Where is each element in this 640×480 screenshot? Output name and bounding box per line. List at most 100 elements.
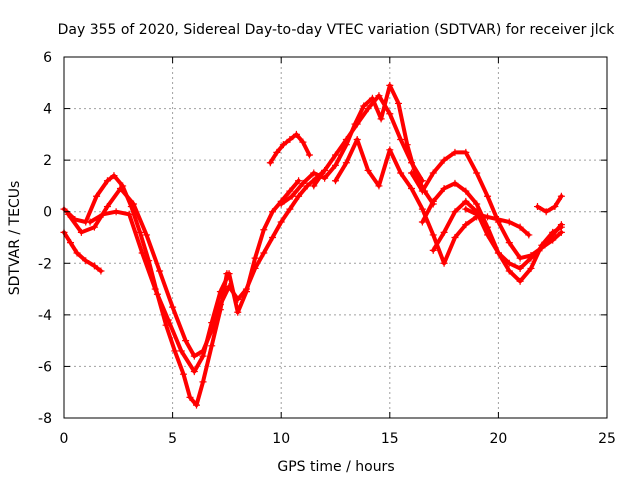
- data-point: [112, 208, 120, 216]
- data-point: [286, 205, 294, 213]
- data-point: [208, 319, 216, 327]
- satellite-track-4: [86, 177, 303, 376]
- y-tick-labels: -8 -6 -4 -2 0 2 4 6: [38, 50, 52, 427]
- data-point: [440, 185, 448, 193]
- x-tick-labels: 0 5 10 15 20 25: [60, 431, 616, 447]
- data-point: [408, 159, 416, 167]
- data-point: [182, 337, 190, 345]
- data-point: [557, 228, 565, 236]
- data-point: [169, 303, 177, 311]
- data-point: [273, 148, 281, 156]
- data-point: [251, 254, 259, 262]
- data-point: [286, 136, 294, 144]
- data-point: [260, 226, 268, 234]
- y-tick-label: -6: [38, 359, 52, 375]
- data-point: [97, 267, 105, 275]
- data-point: [103, 203, 111, 211]
- data-point: [542, 208, 550, 216]
- data-point: [505, 267, 513, 275]
- data-point: [292, 130, 300, 138]
- data-point: [375, 182, 383, 190]
- data-point: [473, 169, 481, 177]
- y-tick-label: 0: [43, 205, 52, 221]
- data-point: [299, 179, 307, 187]
- data-point: [332, 151, 339, 159]
- data-point: [377, 115, 385, 123]
- data-point: [136, 228, 144, 236]
- data-point: [386, 110, 394, 118]
- data-point: [143, 231, 151, 239]
- data-point: [295, 192, 303, 200]
- x-tick-label: 20: [489, 431, 507, 447]
- data-point: [451, 208, 459, 216]
- data-point: [484, 231, 492, 239]
- x-tick-label: 5: [168, 431, 177, 447]
- y-tick-label: -2: [38, 256, 52, 272]
- series-line: [62, 230, 103, 273]
- data-point: [462, 187, 470, 195]
- series-line: [535, 194, 564, 214]
- data-point: [451, 179, 459, 187]
- data-point: [310, 169, 318, 177]
- data-point: [394, 99, 402, 107]
- data-point: [516, 264, 524, 272]
- y-tick-label: 2: [43, 153, 52, 169]
- data-point: [260, 249, 268, 257]
- data-point: [360, 102, 368, 110]
- series-line: [66, 168, 327, 359]
- data-point: [533, 203, 541, 211]
- data-point: [462, 148, 470, 156]
- data-point: [462, 197, 470, 205]
- data-point: [484, 192, 492, 200]
- data-point: [266, 159, 274, 167]
- data-point: [321, 174, 329, 182]
- data-point: [208, 342, 216, 350]
- data-point: [418, 218, 426, 226]
- x-tick-label: 0: [60, 431, 69, 447]
- data-point: [429, 197, 437, 205]
- data-point: [549, 236, 557, 244]
- series-line: [62, 173, 229, 408]
- data-point: [342, 136, 350, 144]
- data-point: [277, 200, 285, 208]
- data-point: [418, 187, 426, 195]
- data-point: [429, 169, 437, 177]
- data-point: [332, 161, 339, 169]
- data-point: [473, 210, 481, 218]
- data-point: [408, 169, 416, 177]
- data-point: [538, 244, 546, 252]
- data-point: [199, 378, 207, 386]
- chart-title: Day 355 of 2020, Sidereal Day-to-day VTE…: [58, 22, 616, 38]
- x-tick-label: 10: [272, 431, 290, 447]
- data-point: [484, 213, 492, 221]
- data-point: [190, 352, 198, 360]
- data-point: [408, 185, 416, 193]
- data-point: [332, 177, 339, 185]
- data-point: [103, 177, 111, 185]
- data-point: [364, 166, 372, 174]
- data-point: [440, 259, 448, 267]
- data-point: [299, 138, 307, 146]
- data-point: [192, 401, 200, 409]
- data-point: [516, 223, 524, 231]
- data-point: [99, 210, 107, 218]
- data-point: [130, 200, 138, 208]
- data-point: [156, 267, 164, 275]
- data-point: [516, 277, 524, 285]
- data-point: [234, 308, 242, 316]
- data-point: [90, 262, 98, 270]
- data-point: [375, 92, 383, 100]
- series-line: [88, 178, 301, 374]
- data-point: [429, 231, 437, 239]
- data-point: [549, 228, 557, 236]
- satellite-track-2: [60, 172, 231, 409]
- data-point: [397, 136, 405, 144]
- data-point: [125, 210, 133, 218]
- data-point: [516, 254, 524, 262]
- y-tick-label: -4: [38, 308, 52, 324]
- data-point: [429, 246, 437, 254]
- satellite-track-7: [310, 92, 426, 190]
- x-axis-label: GPS time / hours: [277, 459, 394, 475]
- data-point: [462, 221, 470, 229]
- data-point: [190, 368, 198, 376]
